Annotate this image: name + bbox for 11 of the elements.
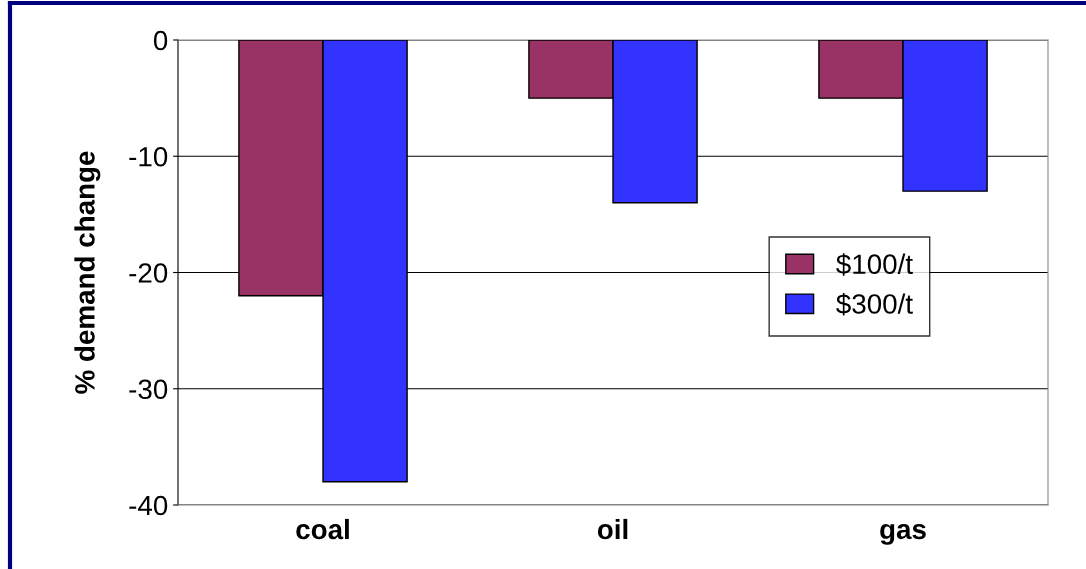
y-axis-title: % demand change [74, 151, 101, 394]
legend-label: $300/t [836, 292, 913, 316]
x-tick-label: coal [296, 518, 349, 540]
y-tick-label: -30 [129, 379, 168, 400]
x-tick-label: oil [597, 518, 628, 540]
x-tick-label: gas [880, 523, 926, 545]
y-tick-label: -10 [129, 146, 168, 167]
y-tick-label: 0 [153, 30, 168, 51]
y-tick-label: -20 [129, 263, 168, 283]
y-tick-label: -40 [129, 495, 168, 516]
legend-label: $100/t [836, 253, 913, 276]
